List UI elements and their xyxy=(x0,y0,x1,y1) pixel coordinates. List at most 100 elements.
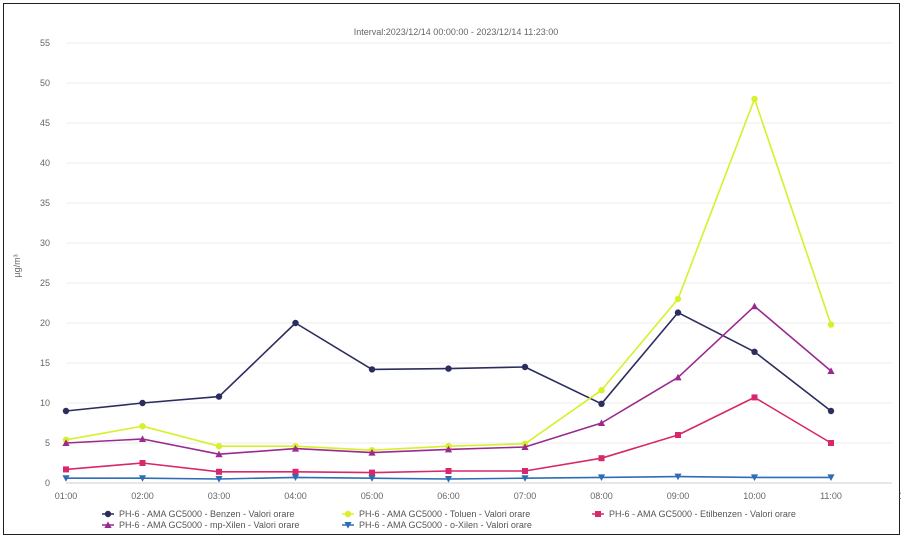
data-point[interactable] xyxy=(597,419,606,426)
data-point[interactable] xyxy=(751,348,758,355)
data-point[interactable] xyxy=(139,460,146,466)
legend-marker[interactable] xyxy=(595,511,601,517)
series-line xyxy=(65,396,832,474)
data-point[interactable] xyxy=(292,468,299,475)
data-point[interactable] xyxy=(63,466,69,473)
x-tick-label: 02:00 xyxy=(131,491,154,501)
data-point[interactable] xyxy=(291,474,300,481)
axis-layer: 0 5 10 15 20 25 30 35 40 45 50 55 01:00 02:00 03:00 04:… xyxy=(40,38,901,501)
legend-item[interactable]: PH-6 - AMA GC5000 - Benzen - Valori orar… xyxy=(102,509,294,519)
chart-svg: Interval:2023/12/14 00:00:00 - 2023/12/1… xyxy=(12,27,901,530)
y-tick-label: 15 xyxy=(40,358,50,368)
chart-subtitle: Interval:2023/12/14 00:00:00 - 2023/12/1… xyxy=(354,27,559,37)
data-point[interactable] xyxy=(139,423,146,430)
data-point[interactable] xyxy=(597,474,606,481)
data-point[interactable] xyxy=(62,475,70,482)
data-point[interactable] xyxy=(751,95,758,103)
series-layer xyxy=(62,95,835,483)
data-point[interactable] xyxy=(521,443,529,450)
data-point[interactable] xyxy=(62,439,70,446)
data-point[interactable] xyxy=(522,468,528,474)
legend-label: PH-6 - AMA GC5000 - o-Xilen - Valori ora… xyxy=(359,520,532,530)
y-tick-label: 50 xyxy=(40,78,50,88)
x-tick-label: 09:00 xyxy=(667,491,690,501)
legend-marker[interactable] xyxy=(104,521,112,528)
y-tick-label: 20 xyxy=(40,318,50,328)
y-tick-label: 45 xyxy=(40,118,50,128)
legend-item[interactable]: PH-6 - AMA GC5000 - Toluen - Valori orar… xyxy=(342,509,530,519)
y-tick-label: 5 xyxy=(45,438,50,448)
data-point[interactable] xyxy=(827,367,835,374)
legend-label: PH-6 - AMA GC5000 - Benzen - Valori orar… xyxy=(119,509,294,519)
legend-item[interactable]: PH-6 - AMA GC5000 - o-Xilen - Valori ora… xyxy=(342,520,532,530)
data-point[interactable] xyxy=(827,474,835,481)
data-point[interactable] xyxy=(368,366,376,373)
legend-label: PH-6 - AMA GC5000 - mp-Xilen - Valori or… xyxy=(119,520,299,530)
data-point[interactable] xyxy=(521,475,529,482)
data-point[interactable] xyxy=(521,363,529,371)
y-tick-label: 35 xyxy=(40,198,50,208)
chart-frame: Interval:2023/12/14 00:00:00 - 2023/12/1… xyxy=(3,3,901,535)
series-line xyxy=(65,311,832,412)
y-tick-label: 0 xyxy=(45,478,50,488)
y-tick-label: 55 xyxy=(40,38,50,48)
x-tick-label: 03:00 xyxy=(208,491,231,501)
x-tick-label: 01:00 xyxy=(55,491,78,501)
data-point[interactable] xyxy=(445,468,452,474)
data-point[interactable] xyxy=(138,475,147,482)
data-point[interactable] xyxy=(598,455,605,462)
data-point[interactable] xyxy=(674,373,682,381)
data-point[interactable] xyxy=(62,407,70,415)
data-point[interactable] xyxy=(139,399,146,407)
data-point[interactable] xyxy=(675,432,681,438)
legend[interactable]: PH-6 - AMA GC5000 - Benzen - Valori orar… xyxy=(102,509,796,530)
x-tick-label: 08:00 xyxy=(590,491,613,501)
series-3 xyxy=(62,302,835,458)
data-point[interactable] xyxy=(598,387,605,394)
data-point[interactable] xyxy=(215,450,223,458)
legend-marker[interactable] xyxy=(344,510,352,518)
data-point[interactable] xyxy=(444,476,453,483)
y-tick-label: 30 xyxy=(40,238,50,248)
data-point[interactable] xyxy=(828,440,834,446)
data-point[interactable] xyxy=(291,445,300,452)
y-tick-label: 25 xyxy=(40,278,50,288)
data-point[interactable] xyxy=(215,476,223,483)
data-point[interactable] xyxy=(368,449,376,456)
x-tick-label: 12:0 xyxy=(899,491,901,501)
data-point[interactable] xyxy=(674,473,682,481)
series-4 xyxy=(62,473,835,483)
data-point[interactable] xyxy=(215,443,223,450)
y-axis-label: µg/m³ xyxy=(12,254,22,277)
data-point[interactable] xyxy=(292,319,299,327)
data-point[interactable] xyxy=(751,394,758,401)
data-point[interactable] xyxy=(598,400,605,407)
x-tick-label: 05:00 xyxy=(361,491,384,501)
y-tick-label: 10 xyxy=(40,398,50,408)
data-point[interactable] xyxy=(827,407,835,415)
data-point[interactable] xyxy=(369,469,375,476)
x-tick-label: 11:00 xyxy=(820,491,842,501)
data-point[interactable] xyxy=(368,475,376,482)
data-point[interactable] xyxy=(138,435,147,442)
data-point[interactable] xyxy=(750,302,759,310)
legend-marker[interactable] xyxy=(344,522,352,529)
series-2 xyxy=(63,394,834,476)
series-0 xyxy=(62,309,835,415)
data-point[interactable] xyxy=(750,474,759,481)
legend-marker[interactable] xyxy=(104,510,112,518)
x-tick-label: 04:00 xyxy=(284,491,307,501)
x-tick-label: 07:00 xyxy=(514,491,537,501)
data-point[interactable] xyxy=(216,468,222,475)
x-tick-label: 06:00 xyxy=(437,491,460,501)
data-point[interactable] xyxy=(827,321,835,328)
data-point[interactable] xyxy=(674,295,682,303)
legend-item[interactable]: PH-6 - AMA GC5000 - Etilbenzen - Valori … xyxy=(592,509,796,519)
x-tick-label: 10:00 xyxy=(743,491,766,501)
legend-item[interactable]: PH-6 - AMA GC5000 - mp-Xilen - Valori or… xyxy=(102,520,299,530)
legend-label: PH-6 - AMA GC5000 - Toluen - Valori orar… xyxy=(359,509,530,519)
data-point[interactable] xyxy=(215,393,223,400)
data-point[interactable] xyxy=(444,445,453,453)
data-point[interactable] xyxy=(674,309,682,316)
data-point[interactable] xyxy=(445,365,452,372)
